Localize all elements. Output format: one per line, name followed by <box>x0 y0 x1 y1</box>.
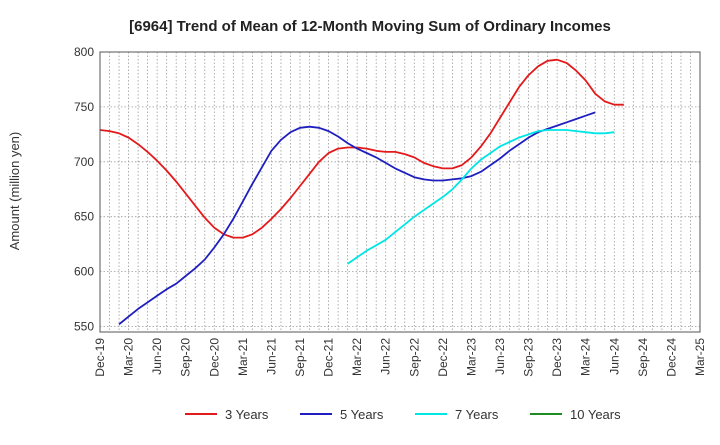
y-tick-label: 700 <box>74 155 94 169</box>
x-tick-label: Sep-24 <box>636 338 650 377</box>
legend-label-5-years: 5 Years <box>340 407 384 422</box>
x-tick-label: Mar-25 <box>693 338 707 376</box>
x-tick-label: Mar-23 <box>464 338 478 376</box>
y-tick-label: 650 <box>74 210 94 224</box>
chart-title: [6964] Trend of Mean of 12-Month Moving … <box>129 18 611 35</box>
x-tick-label: Jun-21 <box>264 338 278 375</box>
legend-label-3-years: 3 Years <box>225 407 269 422</box>
legend-label-7-years: 7 Years <box>455 407 499 422</box>
x-tick-label: Jun-23 <box>493 338 507 375</box>
y-tick-label: 550 <box>74 320 94 334</box>
x-tick-label: Sep-22 <box>407 338 421 377</box>
x-tick-label: Jun-20 <box>150 338 164 375</box>
legend-label-10-years: 10 Years <box>570 407 621 422</box>
x-tick-label: Mar-20 <box>122 338 136 376</box>
grid-layer <box>100 51 700 332</box>
plot-frame <box>99 51 701 333</box>
legend: 3 Years 5 Years 7 Years 10 Years <box>185 407 621 422</box>
series-line-3-years <box>99 58 624 239</box>
x-tick-label: Dec-22 <box>436 338 450 377</box>
x-tick-label: Mar-24 <box>579 338 593 376</box>
x-tick-label: Sep-23 <box>522 338 536 377</box>
y-tick-label: 750 <box>74 100 94 114</box>
series-layer <box>99 58 624 326</box>
x-tick-label: Dec-21 <box>322 338 336 377</box>
x-tick-label: Sep-21 <box>293 338 307 377</box>
x-tick-label: Sep-20 <box>179 338 193 377</box>
x-tick-label: Mar-21 <box>236 338 250 376</box>
x-tick-label: Jun-24 <box>607 338 621 375</box>
x-tick-label: Dec-19 <box>93 338 107 377</box>
x-tick-label: Dec-20 <box>207 338 221 377</box>
x-tick-label: Jun-22 <box>379 338 393 375</box>
series-line-5-years <box>118 111 596 326</box>
x-tick-label: Dec-23 <box>550 338 564 377</box>
y-tick-label: 600 <box>74 265 94 279</box>
x-tick-label: Mar-22 <box>350 338 364 376</box>
tick-layer: 550 600 650 700 750 800 Dec-19 Mar-20 Jun-20 Sep-… <box>74 45 707 377</box>
y-axis-title: Amount (million yen) <box>7 132 22 251</box>
x-tick-label: Dec-24 <box>664 338 678 377</box>
series-line-7-years <box>347 129 615 265</box>
y-tick-label: 800 <box>74 45 94 59</box>
